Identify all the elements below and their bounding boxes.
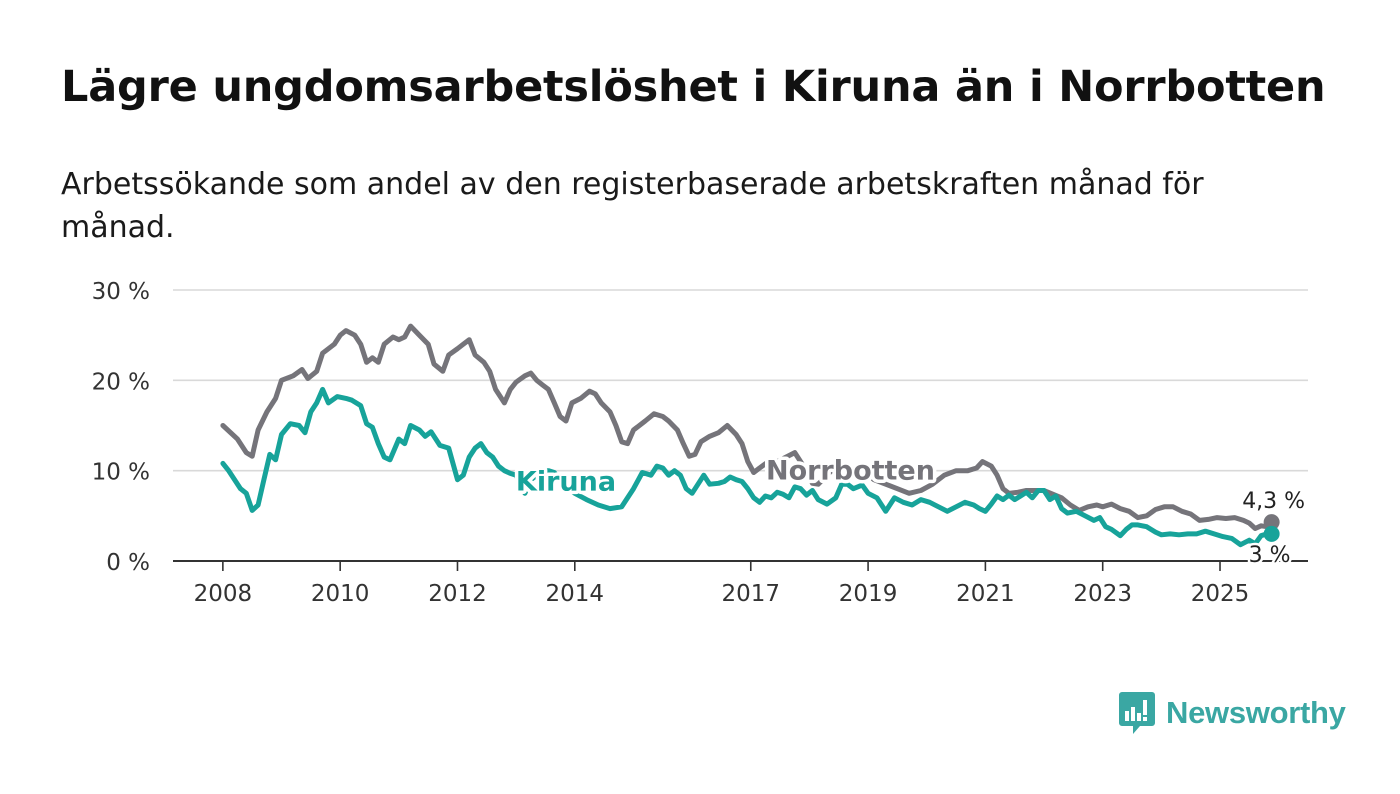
newsworthy-logo: Newsworthy: [1118, 690, 1346, 736]
x-axis-ticks: 2008 2010 2012 2014 2017 2019 2021 2023 2025: [194, 561, 1250, 607]
y-tick-label: 0 %: [106, 550, 150, 576]
x-tick-label: 2014: [546, 581, 605, 607]
bar-chart-logo-icon: [1119, 692, 1155, 734]
chart-title: Lägre ungdomsarbetslöshet i Kiruna än i …: [61, 62, 1326, 112]
norrbotten-end-marker: [1263, 514, 1280, 531]
y-tick-label: 20 %: [92, 369, 150, 395]
x-tick-label: 2019: [839, 581, 898, 607]
x-tick-label: 2008: [194, 581, 253, 607]
kiruna-series-line: [220, 386, 1275, 548]
y-tick-label: 30 %: [92, 279, 150, 305]
norrbotten-end-value-label: 4,3 %: [1242, 489, 1305, 514]
x-tick-label: 2012: [428, 581, 487, 607]
kiruna-series-label: Kiruna: [516, 467, 616, 498]
chart-subtitle: Arbetssökande som andel av den registerb…: [61, 167, 1204, 245]
kiruna-end-marker: [1263, 525, 1280, 542]
norrbotten-series-line: [220, 323, 1275, 531]
series-lines: [220, 323, 1275, 548]
norrbotten-series-label: Norrbotten: [766, 456, 935, 487]
x-tick-label: 2021: [956, 581, 1015, 607]
brand-name: Newsworthy: [1166, 695, 1346, 730]
x-tick-label: 2017: [721, 581, 780, 607]
y-axis-ticks: 0 % 10 % 20 % 30 %: [92, 279, 150, 576]
y-tick-label: 10 %: [92, 460, 150, 486]
grid-lines: [173, 289, 1308, 562]
series-labels: 4,3 % Norrbotten 3 % Kiruna: [512, 452, 1307, 570]
kiruna-end-value-label: 3 %: [1249, 543, 1291, 568]
x-tick-label: 2023: [1073, 581, 1132, 607]
x-tick-label: 2010: [311, 581, 370, 607]
x-tick-label: 2025: [1191, 581, 1250, 607]
